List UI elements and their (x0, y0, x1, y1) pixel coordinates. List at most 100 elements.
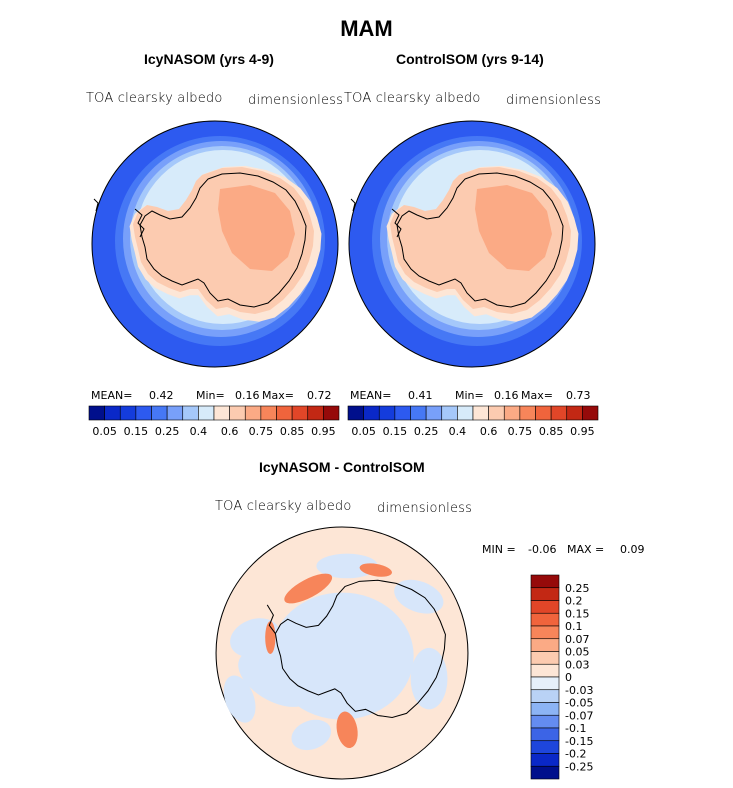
colorbar-swatch (530, 587, 560, 601)
colorbar-swatch (394, 405, 411, 421)
colorbar-swatch (566, 405, 583, 421)
colorbar-swatch (530, 714, 560, 729)
negative-anomaly-patch (316, 553, 378, 579)
colorbar-swatch (550, 405, 568, 421)
colorbar-swatch (530, 612, 560, 627)
map-controlsom (348, 120, 596, 368)
colorbar-tick-label: 0.05 (92, 425, 117, 438)
colorbar-swatch (291, 405, 309, 421)
panel-3-min-label: MIN = (482, 543, 516, 556)
colorbar-swatch (530, 651, 560, 665)
colorbar-swatch (276, 405, 293, 421)
colorbar-swatch (213, 405, 230, 421)
colorbar-swatch (88, 405, 105, 421)
panel-2-title: ControlSOM (yrs 9-14) (396, 51, 544, 67)
colorbar-tick-label: 0.25 (414, 425, 439, 438)
panel-3-units: dimensionless (377, 501, 473, 516)
panel-1-title: IcyNASOM (yrs 4-9) (144, 51, 274, 67)
colorbar-tick-label: -0.15 (565, 735, 593, 748)
panel-3-max-value: 0.09 (620, 543, 645, 556)
map-icynasom (91, 120, 339, 368)
colorbar-swatch (104, 405, 121, 421)
negative-anomaly-patch (238, 650, 313, 707)
panel-1-mean-label: MEAN= (91, 389, 133, 402)
map-difference (215, 526, 469, 780)
colorbar-controlsom: 0.05 0.15 0.25 0.4 0.6 0.75 0.85 0.95 (347, 405, 599, 438)
south-america-coastline (134, 208, 145, 238)
high-albedo-plateau (218, 185, 295, 271)
south-america-coastline (266, 604, 276, 634)
negative-anomaly-patch (291, 719, 332, 751)
colorbar-swatch (530, 702, 560, 716)
colorbar-swatch (530, 638, 560, 652)
colorbar-swatch (182, 405, 199, 421)
colorbar-tick-label: 0.6 (480, 425, 498, 438)
colorbar-swatch (530, 753, 560, 767)
panel-2-min-value: 0.16 (494, 389, 519, 402)
positive-anomaly-patch (336, 711, 358, 749)
colorbar-swatch (135, 405, 152, 421)
positive-anomaly-patch (284, 573, 333, 604)
positive-anomaly-patch (359, 563, 392, 577)
colorbar-swatch (410, 405, 427, 421)
colorbar-swatch (441, 405, 458, 421)
colorbar-tick-label: -0.05 (565, 697, 593, 710)
high-albedo-plateau (475, 185, 552, 271)
colorbar-swatch (530, 689, 560, 703)
colorbar-tick-label: 0 (565, 671, 572, 684)
panel-2-max-value: 0.73 (566, 389, 591, 402)
colorbar-swatch (457, 405, 474, 421)
negative-anomaly-patch (223, 675, 256, 723)
colorbar-tick-label: -0.25 (565, 760, 593, 773)
panel-2-variable: TOA clearsky albedo (344, 91, 481, 106)
colorbar-swatch (503, 405, 521, 421)
colorbar-tick-label: 0.85 (539, 425, 564, 438)
colorbar-swatch (229, 405, 246, 421)
colorbar-tick-label: 0.85 (280, 425, 305, 438)
panel-1-max-label: Max= (262, 389, 294, 402)
colorbar-swatch (582, 405, 599, 421)
panel-1-min-value: 0.16 (235, 389, 260, 402)
colorbar-tick-label: 0.1 (565, 620, 583, 633)
panel-3-min-value: -0.06 (528, 543, 557, 556)
panel-1-units: dimensionless (248, 93, 344, 108)
panel-3-max-label: MAX = (567, 543, 605, 556)
colorbar-tick-label: 0.15 (565, 607, 590, 620)
colorbar-tick-label: 0.05 (565, 646, 590, 659)
colorbar-icynasom: 0.05 0.15 0.25 0.4 0.6 0.75 0.85 0.95 (88, 405, 340, 438)
colorbar-swatch (151, 405, 168, 421)
antarctica-coastline (274, 579, 446, 719)
colorbar-swatch (260, 405, 277, 421)
colorbar-tick-label: -0.03 (565, 684, 593, 697)
panel-1-max-value: 0.72 (307, 389, 332, 402)
panel-1-mean-value: 0.42 (149, 389, 174, 402)
colorbar-tick-label: 0.4 (190, 425, 208, 438)
negative-anomaly-patch (410, 647, 448, 710)
colorbar-swatch (530, 574, 560, 589)
panel-1-variable: TOA clearsky albedo (86, 91, 223, 106)
colorbar-tick-label: -0.07 (565, 709, 593, 722)
colorbar-tick-label: 0.75 (508, 425, 533, 438)
antarctica-coastline (396, 172, 564, 308)
south-america-coastline (391, 208, 402, 238)
colorbar-difference: 0.250.20.150.10.070.050.030-0.03-0.05-0.… (530, 574, 593, 780)
panel-3-variable: TOA clearsky albedo (215, 499, 352, 514)
panel-2-max-label: Max= (521, 389, 553, 402)
colorbar-tick-label: 0.2 (565, 595, 583, 608)
panel-2-units: dimensionless (506, 93, 602, 108)
colorbar-swatch (535, 405, 552, 421)
colorbar-swatch (530, 600, 560, 614)
colorbar-swatch (519, 405, 536, 421)
colorbar-swatch (530, 727, 560, 742)
colorbar-swatch (472, 405, 489, 421)
colorbar-swatch (198, 405, 215, 421)
colorbar-tick-label: 0.25 (565, 582, 590, 595)
colorbar-swatch (307, 405, 324, 421)
coast-fragment (93, 198, 99, 212)
colorbar-swatch (347, 405, 364, 421)
colorbar-swatch (425, 405, 443, 421)
colorbar-swatch (530, 625, 560, 640)
colorbar-tick-label: 0.15 (124, 425, 149, 438)
coast-fragment (350, 198, 356, 212)
panel-2-mean-label: MEAN= (350, 389, 392, 402)
